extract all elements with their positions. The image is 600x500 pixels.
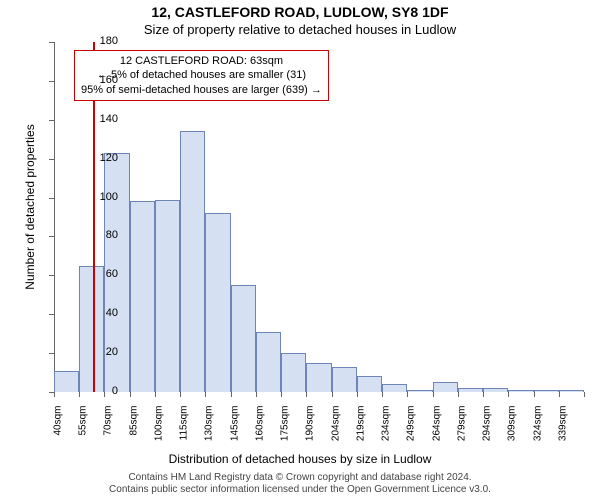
histogram-bar: [180, 131, 205, 392]
x-tick-label: 279sqm: [456, 406, 467, 456]
x-tick-label: 40sqm: [53, 406, 64, 456]
x-tick-label: 204sqm: [330, 406, 341, 456]
chart-title-line1: 12, CASTLEFORD ROAD, LUDLOW, SY8 1DF: [0, 4, 600, 20]
x-tick: [281, 392, 282, 397]
x-tick: [534, 392, 535, 397]
histogram-bar: [534, 390, 559, 392]
x-tick: [508, 392, 509, 397]
histogram-bar: [458, 388, 483, 392]
footer-line1: Contains HM Land Registry data © Crown c…: [128, 472, 471, 483]
footer-line2: Contains public sector information licen…: [109, 484, 491, 495]
y-tick-label: 180: [78, 35, 118, 47]
histogram-bar: [54, 371, 79, 392]
y-tick-label: 20: [78, 346, 118, 358]
x-tick-label: 190sqm: [305, 406, 316, 456]
annotation-line1: 12 CASTLEFORD ROAD: 63sqm: [120, 55, 283, 67]
x-tick: [155, 392, 156, 397]
y-axis-line: [54, 42, 55, 392]
chart-container: 12, CASTLEFORD ROAD, LUDLOW, SY8 1DF Siz…: [0, 0, 600, 500]
y-tick: [49, 314, 54, 315]
histogram-bar: [332, 367, 357, 392]
x-tick: [180, 392, 181, 397]
x-tick: [458, 392, 459, 397]
x-tick: [130, 392, 131, 397]
histogram-bar: [382, 384, 407, 392]
y-tick: [49, 81, 54, 82]
y-tick-label: 40: [78, 307, 118, 319]
histogram-bar: [281, 353, 306, 392]
x-tick-label: 55sqm: [78, 406, 89, 456]
x-tick-label: 160sqm: [254, 406, 265, 456]
y-tick-label: 100: [78, 191, 118, 203]
histogram-bar: [256, 332, 281, 392]
x-tick-label: 130sqm: [204, 406, 215, 456]
histogram-bar: [306, 363, 331, 392]
histogram-bar: [407, 390, 432, 392]
y-tick-label: 160: [78, 74, 118, 86]
x-tick: [559, 392, 560, 397]
x-tick: [357, 392, 358, 397]
plot-area: 12 CASTLEFORD ROAD: 63sqm ← 5% of detache…: [54, 42, 584, 392]
x-tick: [407, 392, 408, 397]
x-tick: [256, 392, 257, 397]
y-tick: [49, 353, 54, 354]
chart-footer: Contains HM Land Registry data © Crown c…: [0, 472, 600, 496]
annotation-line2: ← 5% of detached houses are smaller (31): [97, 69, 306, 81]
x-tick: [332, 392, 333, 397]
x-tick-label: 264sqm: [431, 406, 442, 456]
x-tick-label: 309sqm: [507, 406, 518, 456]
x-tick: [382, 392, 383, 397]
histogram-bar: [357, 376, 382, 392]
x-tick: [483, 392, 484, 397]
x-tick-label: 324sqm: [532, 406, 543, 456]
x-tick-label: 294sqm: [482, 406, 493, 456]
y-tick-label: 80: [78, 229, 118, 241]
y-tick-label: 0: [78, 385, 118, 397]
x-tick-label: 234sqm: [381, 406, 392, 456]
y-tick-label: 120: [78, 152, 118, 164]
y-tick: [49, 198, 54, 199]
x-tick-label: 339sqm: [557, 406, 568, 456]
y-tick: [49, 275, 54, 276]
histogram-bar: [483, 388, 508, 392]
histogram-bar: [155, 200, 180, 393]
x-tick-label: 70sqm: [103, 406, 114, 456]
y-axis-label: Number of detached properties: [23, 57, 37, 357]
histogram-bar: [205, 213, 230, 392]
x-tick-label: 115sqm: [179, 406, 190, 456]
x-tick: [433, 392, 434, 397]
x-tick: [584, 392, 585, 397]
x-tick-label: 175sqm: [280, 406, 291, 456]
y-tick: [49, 120, 54, 121]
y-tick-label: 60: [78, 268, 118, 280]
x-tick-label: 145sqm: [229, 406, 240, 456]
histogram-bar: [559, 390, 584, 392]
x-tick-label: 85sqm: [128, 406, 139, 456]
x-tick-label: 219sqm: [355, 406, 366, 456]
y-tick: [49, 236, 54, 237]
x-tick-label: 100sqm: [153, 406, 164, 456]
x-tick: [205, 392, 206, 397]
x-tick: [231, 392, 232, 397]
histogram-bar: [231, 285, 256, 392]
histogram-bar: [433, 382, 458, 392]
x-tick: [54, 392, 55, 397]
histogram-bar: [130, 201, 155, 392]
histogram-bar: [508, 390, 533, 392]
y-tick: [49, 159, 54, 160]
x-tick: [306, 392, 307, 397]
y-tick: [49, 42, 54, 43]
x-tick-label: 249sqm: [406, 406, 417, 456]
y-tick-label: 140: [78, 113, 118, 125]
